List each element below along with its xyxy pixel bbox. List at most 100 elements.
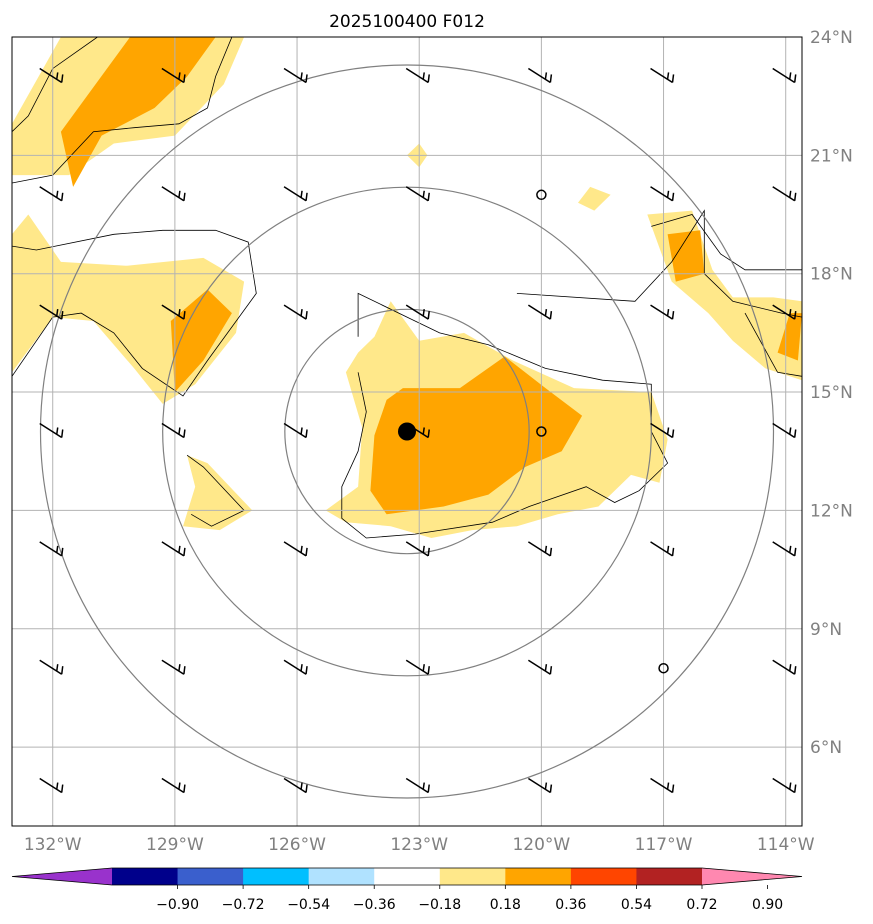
wind-barb-flag xyxy=(544,782,548,790)
wind-barb-flag xyxy=(666,309,670,317)
storm-center xyxy=(398,422,416,441)
longitude-labels: 132°W 129°W 126°W 123°W 120°W 117°W 114°W xyxy=(24,835,815,855)
wind-barb-staff xyxy=(650,541,673,557)
wind-barb-flag xyxy=(788,664,792,672)
fill-region-8 xyxy=(578,186,611,211)
wind-barb-30 xyxy=(527,541,553,557)
wind-barb-4 xyxy=(527,67,553,84)
wind-barb-flag xyxy=(178,190,181,198)
contour-line-5 xyxy=(516,209,802,318)
lon-label: 123°W xyxy=(390,835,448,855)
wind-barb-flag xyxy=(793,74,797,83)
wind-barb-staff xyxy=(283,186,307,202)
wind-barb-flag xyxy=(305,547,308,556)
wind-barb-flag xyxy=(793,429,797,438)
wind-barb-11 xyxy=(650,186,675,202)
wind-barb-staff xyxy=(161,659,185,675)
wind-barb-staff xyxy=(772,186,796,202)
colorbar-tick-label: 0.36 xyxy=(555,897,586,913)
wind-barb-45 xyxy=(772,777,797,794)
map-title: 2025100400 F012 xyxy=(329,12,485,32)
lat-label: 15°N xyxy=(810,383,853,403)
latitude-labels: 24°N 21°N 18°N 15°N 12°N 9°N 6°N xyxy=(810,28,853,758)
wind-barb-32 xyxy=(772,541,797,557)
wind-barb-staff xyxy=(405,659,429,675)
wind-barb-flag xyxy=(422,427,425,435)
wind-barb-29 xyxy=(405,541,430,557)
wind-barb-flag xyxy=(422,72,425,80)
contour-lines xyxy=(12,37,802,539)
wind-barb-flag xyxy=(793,192,797,201)
wind-barb-flag xyxy=(427,784,430,793)
wind-barb-21 xyxy=(161,422,186,439)
wind-barb-staff xyxy=(39,422,63,439)
wind-barb-flag xyxy=(666,545,670,553)
wind-barb-31 xyxy=(650,541,675,557)
wind-barb-staff xyxy=(283,777,307,794)
wind-barb-staff xyxy=(527,659,551,675)
wind-barb-flag xyxy=(178,782,181,790)
wind-barb-17 xyxy=(527,304,553,320)
wind-barb-flag xyxy=(60,547,64,556)
lat-label: 12°N xyxy=(810,501,853,521)
wind-barb-staff xyxy=(650,304,673,320)
wind-barb-flag xyxy=(671,429,675,438)
wind-barb-flag xyxy=(300,545,303,553)
wind-barb-10 xyxy=(405,186,430,202)
colorbar-outline xyxy=(11,867,803,886)
wind-barb-flag xyxy=(300,309,303,317)
wind-barb-3 xyxy=(405,67,430,84)
wind-barb-staff xyxy=(161,422,185,439)
wind-barb-24 xyxy=(650,422,675,439)
wind-barb-flag xyxy=(549,74,553,83)
wind-barb-33 xyxy=(39,659,64,675)
wind-barb-staff xyxy=(283,659,307,675)
colorbar-segment-3 xyxy=(243,868,310,885)
wind-barb-flag xyxy=(549,547,553,556)
wind-barb-staff xyxy=(161,304,185,320)
wind-barb-flag xyxy=(183,784,186,793)
colorbar-tick-label: −0.36 xyxy=(353,897,396,913)
wind-barb-44 xyxy=(650,777,675,794)
wind-barb-19 xyxy=(772,304,797,320)
wind-barb-42 xyxy=(405,777,430,794)
wind-barb-flag xyxy=(422,664,425,672)
wind-barb-staff xyxy=(527,304,551,320)
wind-barb-staff xyxy=(405,186,429,202)
wind-barb-flag xyxy=(788,190,792,198)
wind-barb-flag xyxy=(422,190,425,198)
wind-barb-flag xyxy=(793,311,797,320)
wind-barb-staff xyxy=(39,541,63,557)
wind-barb-flag xyxy=(422,309,425,317)
lat-label: 6°N xyxy=(810,738,842,758)
colorbar-segment-7 xyxy=(505,868,572,885)
range-ring-0 xyxy=(284,308,530,555)
lat-label: 24°N xyxy=(810,28,853,48)
wind-barb-staff xyxy=(405,541,429,557)
wind-barb-flag xyxy=(427,192,430,201)
wind-barb-8 xyxy=(161,186,186,202)
fill-region-5 xyxy=(370,356,583,515)
wind-barb-flag xyxy=(427,429,430,438)
wind-barb-35 xyxy=(283,659,308,675)
wind-barb-25 xyxy=(772,422,797,439)
wind-barb-staff xyxy=(161,186,185,202)
wind-barb-flag xyxy=(549,666,553,675)
wind-barb-34 xyxy=(161,659,186,675)
wind-barb-staff xyxy=(39,659,63,675)
wind-barb-flag xyxy=(671,74,675,83)
wind-barb-staff xyxy=(527,777,551,794)
wind-barb-staff xyxy=(283,541,307,557)
wind-barb-flag xyxy=(55,782,59,790)
colorbar-tick-label: 0.54 xyxy=(621,897,652,913)
contour-line-0 xyxy=(12,37,98,132)
wind-barb-flag xyxy=(183,74,186,83)
contour-line-6 xyxy=(651,214,802,271)
wind-barb-0 xyxy=(39,67,64,84)
colorbar-extend-high xyxy=(702,868,802,885)
wind-barb-flag xyxy=(666,427,670,435)
wind-barb-staff xyxy=(650,422,673,439)
wind-barb-flag xyxy=(305,74,308,83)
lon-label: 114°W xyxy=(757,835,815,855)
wind-barb-staff xyxy=(650,67,673,84)
